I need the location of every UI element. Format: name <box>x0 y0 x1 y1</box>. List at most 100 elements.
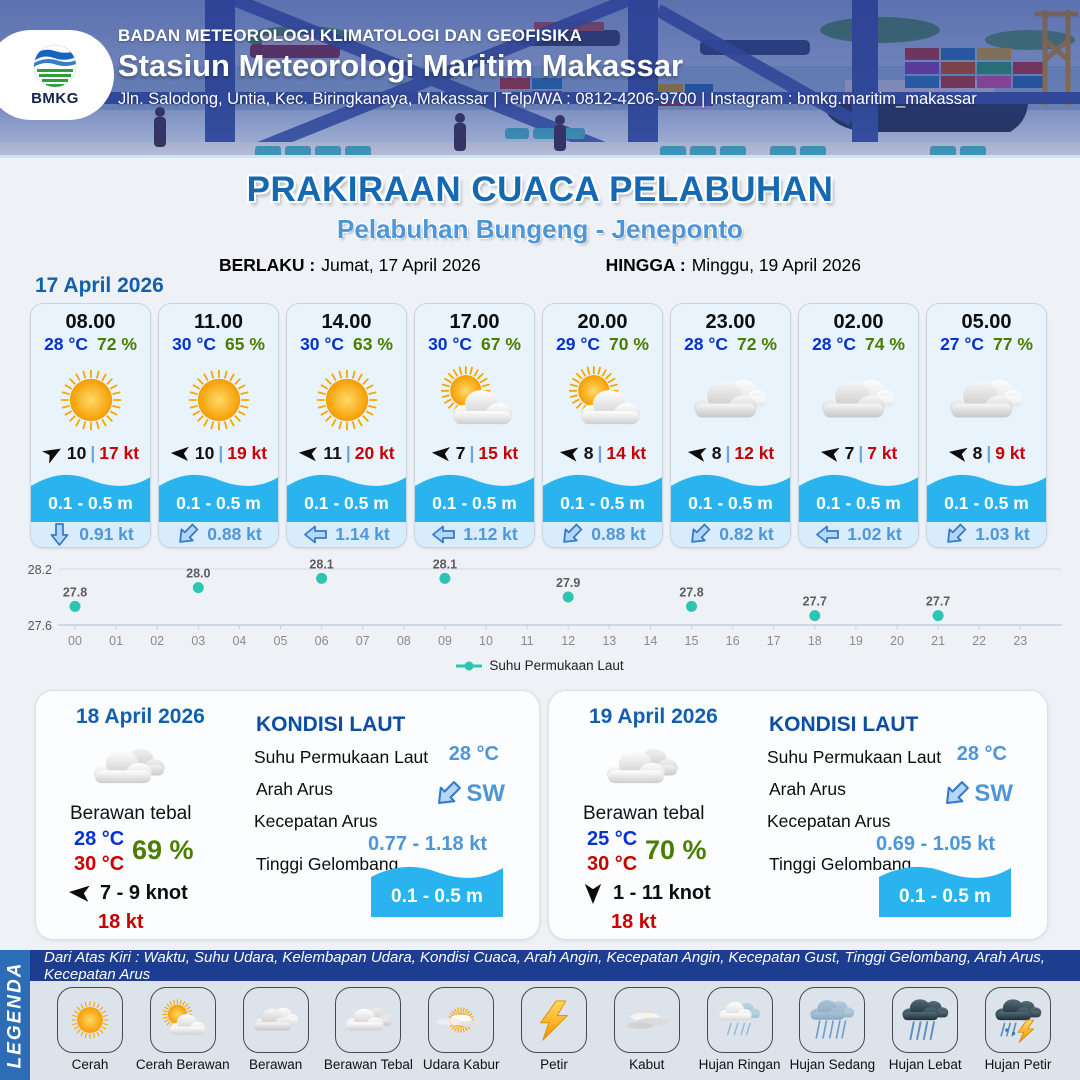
card-time: 02.00 <box>833 311 884 333</box>
svg-text:04: 04 <box>232 634 246 648</box>
temp-max: 30 °C <box>587 853 638 875</box>
svg-text:19: 19 <box>849 634 863 648</box>
wind-direction-icon <box>431 443 452 464</box>
kondisi-laut-title: KONDISI LAUT <box>256 713 406 736</box>
chart-legend-label: Suhu Permukaan Laut <box>489 658 624 673</box>
wave-height-value: 0.1 - 0.5 m <box>31 491 150 523</box>
wave-crest-icon <box>371 866 503 885</box>
forecast-card: 17.00 30 °C 67 % 7 | 15 kt 0.1 - 0.5 m 1.12… <box>414 303 535 548</box>
card-temp-humidity: 27 °C 77 % <box>927 334 1046 358</box>
wave-crest-icon <box>31 474 150 492</box>
cerah-berawan-icon <box>415 359 534 441</box>
berawan-tebal-icon <box>335 987 402 1053</box>
card-temperature: 27 °C <box>940 334 985 355</box>
current-speed-value: 0.69 - 1.05 kt <box>876 833 995 855</box>
wind-avg: 8 <box>583 443 594 464</box>
sst-value: 28 °C <box>956 743 1007 765</box>
svg-text:03: 03 <box>191 634 205 648</box>
wind-direction-icon <box>68 881 92 905</box>
temp-min: 28 °C <box>74 828 125 850</box>
current-direction-icon <box>687 522 712 547</box>
current-speed: 0.91 kt <box>31 522 150 547</box>
daily-cards: 18 April 2026 Berawan tebal 28 °C 30 °C … <box>35 690 1048 940</box>
wind-gust: 7 kt <box>867 443 898 464</box>
wave-height-value: 0.1 - 0.5 m <box>415 491 534 523</box>
current-direction-icon <box>943 522 968 547</box>
wind-gust: 14 kt <box>606 443 647 464</box>
udara-kabur-icon <box>428 987 495 1053</box>
wind-avg: 8 <box>972 443 983 464</box>
current-dir-value: SW <box>433 779 505 809</box>
card-temperature: 30 °C <box>300 334 345 355</box>
svg-text:14: 14 <box>643 634 657 648</box>
current-dir-value: SW <box>941 779 1013 809</box>
current-direction-icon <box>303 522 328 547</box>
chart-legend: Suhu Permukaan Laut <box>0 658 1080 673</box>
legend-item: Hujan Petir <box>972 987 1064 1080</box>
card-temperature: 28 °C <box>44 334 89 355</box>
wind-separator: | <box>858 443 864 464</box>
wave-height-value: 0.1 - 0.5 m <box>671 491 790 523</box>
svg-text:27.9: 27.9 <box>556 576 580 590</box>
legend-item: Petir <box>508 987 600 1080</box>
legend-caption: Dari Atas Kiri : Waktu, Suhu Udara, Kele… <box>30 949 1080 983</box>
wave-height: 0.1 - 0.5 m <box>415 471 534 523</box>
svg-text:28.1: 28.1 <box>309 557 333 571</box>
card-wind: 8 | 14 kt <box>543 441 662 467</box>
wind-gust: 12 kt <box>734 443 775 464</box>
current-direction-icon <box>559 522 584 547</box>
current-speed-value: 1.03 kt <box>975 524 1030 545</box>
wind-direction-icon <box>41 443 63 465</box>
wind-direction-icon <box>298 443 319 464</box>
wave-height-value: 0.1 - 0.5 m <box>159 491 278 523</box>
svg-text:27.6: 27.6 <box>28 619 52 633</box>
weather-description: Berawan tebal <box>583 803 705 824</box>
current-speed-value: 0.91 kt <box>79 524 134 545</box>
current-speed: 1.12 kt <box>415 522 534 547</box>
legend-item: Hujan Ringan <box>694 987 786 1080</box>
port-subtitle: Pelabuhan Bungeng - Jeneponto <box>337 214 743 244</box>
current-dir-label: Arah Arus <box>769 779 846 799</box>
card-time: 14.00 <box>321 311 372 333</box>
day-date: 19 April 2026 <box>589 705 718 728</box>
forecast-card: 20.00 29 °C 70 % 8 | 14 kt 0.1 - 0.5 m 0.88… <box>542 303 663 548</box>
svg-text:05: 05 <box>274 634 288 648</box>
current-speed: 0.88 kt <box>159 522 278 547</box>
current-direction-icon <box>941 779 971 809</box>
bmkg-logo: BMKG <box>0 30 114 120</box>
wind-avg: 10 <box>66 443 87 464</box>
kondisi-laut-title: KONDISI LAUT <box>769 713 919 736</box>
wave-height-value: 0.1 - 0.5 m <box>371 885 503 917</box>
wind-direction-icon <box>170 443 191 464</box>
svg-text:02: 02 <box>150 634 164 648</box>
wave-height-box: 0.1 - 0.5 m <box>371 863 503 917</box>
cerah-berawan-icon <box>543 359 662 441</box>
forecast-card: 05.00 27 °C 77 % 8 | 9 kt 0.1 - 0.5 m 1.03 … <box>926 303 1047 548</box>
current-speed: 1.14 kt <box>287 522 406 547</box>
current-speed: 1.03 kt <box>927 522 1046 547</box>
wind-separator: | <box>90 443 96 464</box>
wave-height-value: 0.1 - 0.5 m <box>927 491 1046 523</box>
berawan-icon <box>927 359 1046 441</box>
wind-direction-icon <box>948 443 969 464</box>
weather-description: Berawan tebal <box>70 803 192 824</box>
wind-gust: 9 kt <box>995 443 1026 464</box>
current-dir-label: Arah Arus <box>256 779 333 799</box>
wind-direction-icon <box>820 443 841 464</box>
svg-text:22: 22 <box>972 634 986 648</box>
gust-speed: 18 kt <box>98 911 144 933</box>
wave-crest-icon <box>159 474 278 492</box>
legend-section: LEGENDA Dari Atas Kiri : Waktu, Suhu Uda… <box>0 949 1080 1080</box>
wind-separator: | <box>725 443 731 464</box>
svg-text:09: 09 <box>438 634 452 648</box>
wave-crest-icon <box>543 474 662 492</box>
card-temp-humidity: 29 °C 70 % <box>543 334 662 358</box>
humidity: 69 % <box>132 835 194 865</box>
header-overlay <box>0 0 1080 155</box>
svg-text:20: 20 <box>890 634 904 648</box>
hujan-ringan-icon <box>706 987 773 1053</box>
legend-item-label: Hujan Ringan <box>698 1057 781 1072</box>
agency-name: BADAN METEOROLOGI KLIMATOLOGI DAN GEOFIS… <box>118 26 583 45</box>
bmkg-logo-text: BMKG <box>31 90 79 107</box>
current-direction-icon <box>431 522 456 547</box>
